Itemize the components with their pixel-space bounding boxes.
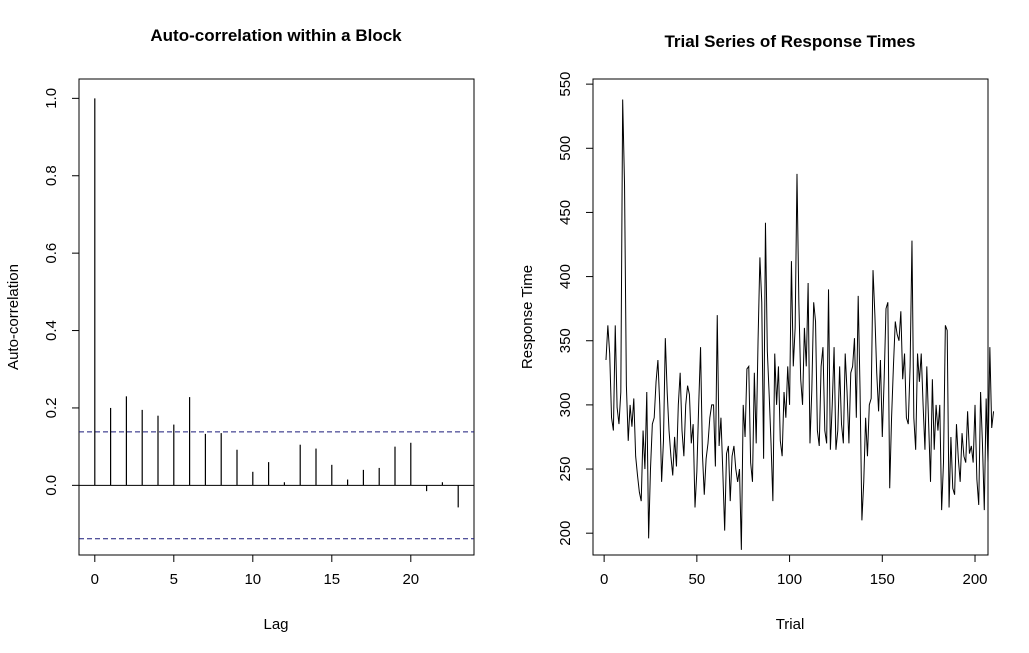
acf-y-ticks: 0.0 0.2 0.4 0.6 0.8 1.0 — [43, 88, 79, 496]
acf-x-tick-label: 5 — [170, 571, 178, 588]
acf-y-tick-label: 0.4 — [43, 320, 60, 341]
trial-series-line — [605, 99, 995, 550]
trial-series-y-tick-label: 250 — [557, 457, 574, 482]
trial-series-x-tick-label: 150 — [870, 571, 895, 588]
acf-y-tick-label: 0.2 — [43, 398, 60, 419]
acf-y-tick-label: 1.0 — [43, 88, 60, 109]
acf-title: Auto-correlation within a Block — [150, 26, 402, 45]
acf-x-ticks: 0 5 10 15 20 — [91, 555, 419, 588]
acf-x-axis-label: Lag — [263, 616, 288, 633]
trial-series-x-tick-label: 100 — [777, 571, 802, 588]
acf-confidence-band — [79, 431, 474, 540]
acf-x-tick-label: 20 — [402, 571, 419, 588]
trial-series-title: Trial Series of Response Times — [664, 32, 915, 51]
trial-series-x-tick-label: 0 — [600, 571, 608, 588]
acf-y-tick-label: 0.6 — [43, 243, 60, 264]
trial-series-y-ticks: 200 250 300 350 400 450 500 550 — [557, 72, 593, 546]
trial-series-y-tick-label: 500 — [557, 136, 574, 161]
acf-y-tick-label: 0.8 — [43, 165, 60, 186]
trial-series-y-tick-label: 550 — [557, 72, 574, 97]
acf-x-tick-label: 15 — [323, 571, 340, 588]
acf-x-tick-label: 0 — [91, 571, 99, 588]
trial-series-panel: Trial Series of Response Times Trial Res… — [519, 32, 995, 633]
trial-series-x-tick-label: 50 — [689, 571, 706, 588]
acf-y-axis-label: Auto-correlation — [5, 264, 22, 370]
acf-bars — [94, 98, 459, 508]
acf-x-tick-label: 10 — [244, 571, 261, 588]
trial-series-plot-frame — [592, 78, 989, 556]
trial-series-y-axis-label: Response Time — [519, 265, 536, 369]
trial-series-x-tick-label: 200 — [963, 571, 988, 588]
trial-series-y-tick-label: 450 — [557, 200, 574, 225]
trial-series-x-axis-label: Trial — [776, 616, 805, 633]
acf-panel: Auto-correlation within a Block Lag Auto… — [5, 26, 475, 633]
trial-series-y-tick-label: 300 — [557, 392, 574, 417]
acf-y-tick-label: 0.0 — [43, 475, 60, 496]
trial-series-y-tick-label: 350 — [557, 328, 574, 353]
acf-plot-frame — [78, 78, 475, 556]
trial-series-y-tick-label: 400 — [557, 264, 574, 289]
trial-series-x-ticks: 0 50 100 150 200 — [600, 555, 988, 588]
trial-series-y-tick-label: 200 — [557, 521, 574, 546]
